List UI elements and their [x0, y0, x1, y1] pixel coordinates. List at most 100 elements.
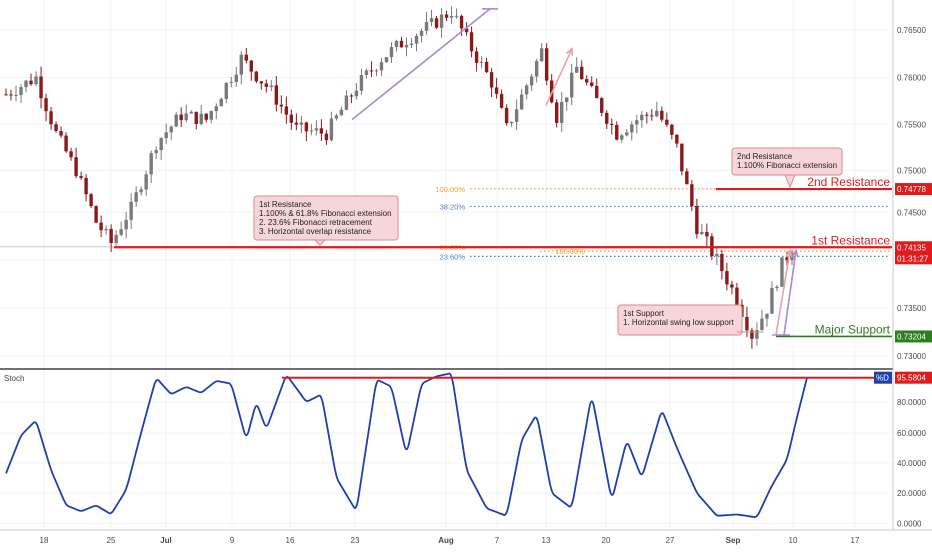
- candle-body: [504, 107, 509, 124]
- candle-body: [399, 40, 404, 48]
- candle-body: [284, 106, 289, 115]
- candle-body: [384, 57, 389, 63]
- candle-body: [534, 61, 539, 77]
- callout-first-support-box: [617, 304, 743, 336]
- candle-body: [14, 94, 18, 96]
- candle-body: [615, 124, 619, 140]
- callout-first-resistance-box: [253, 195, 399, 241]
- price-tick-label: 0.73500: [897, 304, 926, 313]
- callout-second-resistance-line: 2nd Resistance: [737, 152, 793, 161]
- candle-body: [39, 76, 43, 99]
- candle-body: [79, 176, 83, 178]
- candle-body: [580, 66, 584, 80]
- candle-body: [279, 104, 284, 107]
- candle-body: [429, 18, 434, 23]
- callout-second-resistance-line: 1.100% Fibonacci extension: [737, 161, 837, 170]
- stoch-tick-label: 80.0000: [897, 398, 926, 407]
- candle-body: [775, 286, 779, 289]
- time-tick-label: Jul: [160, 536, 172, 545]
- stoch-tick-label: 20.0000: [897, 489, 926, 498]
- candle-body: [59, 130, 63, 136]
- time-tick-label: Aug: [438, 536, 454, 545]
- candle-body: [389, 47, 394, 58]
- price-marker: [895, 330, 932, 343]
- pattern-arrow-head: [566, 47, 573, 56]
- candle-body: [74, 157, 78, 177]
- candle-body: [394, 40, 399, 48]
- candle-body: [329, 118, 334, 141]
- stoch-tick-label: 40.0000: [897, 459, 926, 468]
- candle-body: [359, 74, 364, 91]
- candle-body: [695, 206, 699, 235]
- trend-line: [351, 8, 491, 121]
- candle-body: [725, 271, 729, 285]
- candle-body: [620, 135, 624, 140]
- candle-body: [770, 288, 774, 314]
- pattern-arrow: [783, 250, 797, 336]
- time-tick-label: 23: [351, 536, 360, 545]
- candle-body: [304, 122, 309, 132]
- pattern-arrow-head: [791, 248, 799, 258]
- candle-body: [374, 70, 379, 72]
- candle-body: [625, 132, 629, 136]
- pattern-arrow: [545, 48, 573, 106]
- candle-body: [650, 115, 654, 117]
- candle-body: [419, 30, 424, 36]
- candle-body: [539, 48, 544, 62]
- candle-body: [655, 110, 659, 117]
- callout-first-resistance-line: 1.100% & 61.8% Fibonacci extension: [259, 209, 392, 218]
- price-marker-label: 0.74778: [897, 185, 926, 194]
- candle-body: [309, 130, 314, 132]
- pattern-layer: [351, 8, 799, 336]
- candle-body: [409, 43, 414, 45]
- candle-body: [459, 15, 464, 29]
- candle-body: [119, 229, 123, 235]
- callout-first-resistance-pointer: [313, 239, 327, 246]
- candle-body: [414, 35, 419, 44]
- candle-body: [730, 284, 734, 288]
- candle-body: [630, 124, 634, 133]
- candle-body: [640, 114, 644, 121]
- levels-layer: 2nd Resistance 1st Resistance Major Suppor…: [114, 175, 892, 338]
- candle-body: [29, 80, 33, 85]
- candle-body: [159, 138, 163, 151]
- candle-body: [600, 98, 604, 113]
- pattern-arrow: [775, 250, 791, 336]
- candle-body: [254, 71, 259, 82]
- candle-body: [590, 82, 594, 86]
- candle-body: [605, 112, 609, 124]
- candle-body: [489, 72, 494, 88]
- candle-body: [680, 143, 684, 172]
- candle-body: [484, 61, 489, 73]
- candle-body: [314, 128, 319, 131]
- callout-first-resistance-line: 3. Horizontal overlap resistance: [259, 227, 372, 236]
- first-resistance-label: 1st Resistance: [811, 233, 890, 247]
- candle-body: [289, 114, 294, 123]
- candle-body: [595, 85, 599, 99]
- candle-body: [519, 94, 524, 110]
- candle-body: [154, 150, 158, 154]
- candle-body: [364, 70, 369, 75]
- candle-body: [114, 234, 118, 244]
- candle-body: [665, 119, 669, 125]
- price-marker: [895, 252, 932, 265]
- candle-body: [84, 177, 88, 195]
- candle-body: [174, 114, 178, 127]
- pattern-arrow-head: [785, 248, 793, 258]
- candle-body: [54, 124, 58, 131]
- candle-body: [509, 121, 514, 124]
- candle-body: [109, 228, 113, 244]
- candle-body: [339, 109, 344, 116]
- candle-body: [64, 135, 68, 152]
- candle-body: [635, 120, 639, 125]
- candle-body: [514, 109, 519, 122]
- candle-body: [179, 114, 183, 121]
- stochastic-layer: Stoch: [0, 368, 932, 518]
- candle-body: [344, 95, 349, 110]
- candle-body: [564, 97, 569, 103]
- candle-body: [745, 316, 749, 331]
